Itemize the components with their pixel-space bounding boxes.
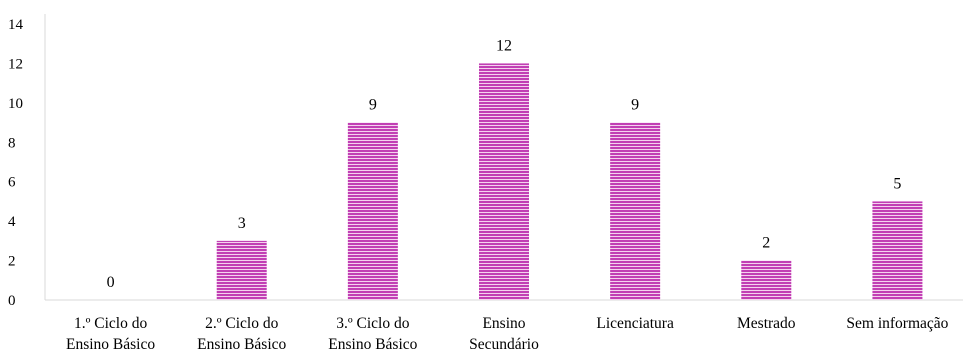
data-label: 0 [107, 274, 115, 291]
x-tick-label: 3.º Ciclo do [336, 315, 410, 332]
y-tick-label: 2 [8, 254, 16, 270]
bar [741, 260, 792, 300]
bar [216, 240, 267, 300]
data-labels: 0 3 9 12 9 2 5 [107, 37, 902, 291]
bar [610, 122, 661, 300]
y-axis-tick-labels: 0 2 4 6 8 10 12 14 [8, 17, 24, 309]
data-label: 2 [762, 235, 770, 252]
x-tick-label: Ensino [482, 315, 525, 332]
y-tick-label: 12 [8, 56, 23, 72]
data-label: 3 [238, 215, 246, 232]
x-tick-label: 2.º Ciclo do [205, 315, 279, 332]
x-tick-label: Licenciatura [596, 315, 674, 332]
x-tick-label: Ensino Básico [197, 336, 286, 353]
bars [216, 63, 923, 300]
x-tick-label: Ensino Básico [328, 336, 417, 353]
y-tick-label: 10 [8, 96, 23, 112]
x-tick-label: Sem informação [846, 315, 948, 332]
x-tick-label: Mestrado [737, 315, 796, 332]
x-tick-label: Ensino Básico [66, 336, 155, 353]
data-label: 9 [369, 97, 377, 114]
data-label: 5 [893, 175, 901, 192]
bar [872, 201, 923, 300]
y-tick-label: 14 [8, 17, 24, 33]
bar [347, 122, 398, 300]
y-tick-label: 8 [8, 135, 16, 151]
bar [479, 63, 529, 300]
y-tick-label: 4 [8, 214, 16, 230]
y-tick-label: 6 [8, 175, 16, 191]
data-label: 9 [631, 97, 639, 114]
y-tick-label: 0 [8, 293, 16, 309]
data-label: 12 [496, 37, 512, 54]
x-tick-label: Secundário [469, 336, 539, 353]
category-labels: 1.º Ciclo do Ensino Básico 2.º Ciclo do Ens… [66, 315, 949, 353]
x-tick-label: 1.º Ciclo do [74, 315, 148, 332]
